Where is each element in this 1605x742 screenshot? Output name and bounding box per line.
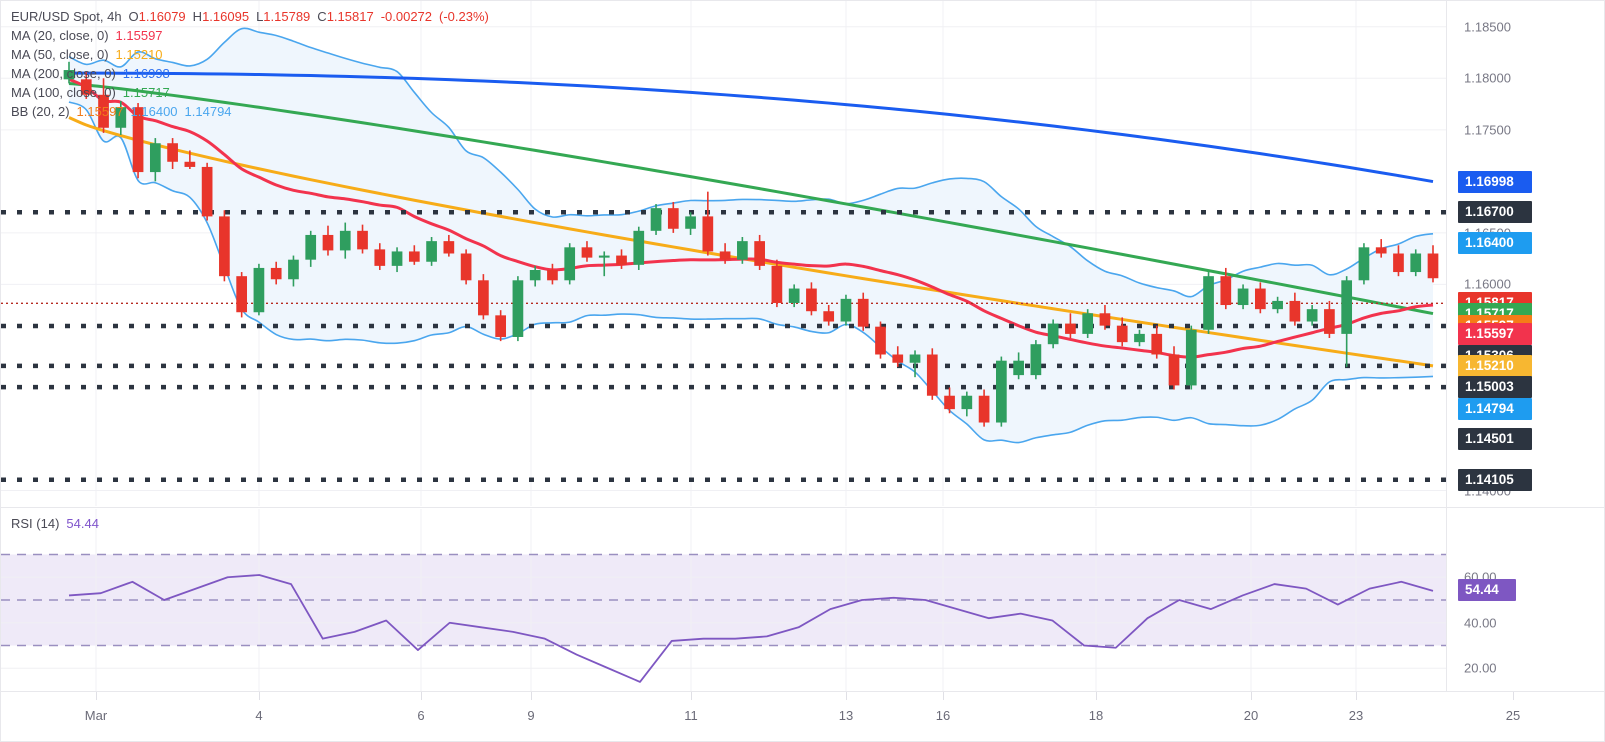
time-tick-label: 13 xyxy=(838,708,854,723)
time-tick-mark xyxy=(1096,692,1097,700)
rsi-axis[interactable]: 60.00 40.00 20.00 54.44 xyxy=(1446,509,1604,691)
time-tick-mark xyxy=(1251,692,1252,700)
price-chart-panel[interactable] xyxy=(1,1,1446,506)
time-tick-mark xyxy=(943,692,944,700)
axis-divider xyxy=(1446,1,1447,691)
rsi-chart-panel[interactable] xyxy=(1,509,1446,691)
time-tick-mark xyxy=(1356,692,1357,700)
time-tick-mark xyxy=(259,692,260,700)
time-tick-mark xyxy=(531,692,532,700)
price-badge-level[interactable]: 1.14105 xyxy=(1458,468,1532,491)
rsi-tick-label: 20.00 xyxy=(1464,660,1497,676)
time-tick-label: 11 xyxy=(684,708,698,723)
price-badge-ma50[interactable]: 1.15210 xyxy=(1458,354,1532,377)
price-tick-label: 1.16000 xyxy=(1464,276,1511,292)
rsi-value-badge[interactable]: 54.44 xyxy=(1458,578,1516,601)
time-tick-label: 20 xyxy=(1243,708,1259,723)
price-axis[interactable]: 1.185001.180001.175001.165001.160001.140… xyxy=(1446,1,1604,506)
time-tick-mark xyxy=(1513,692,1514,700)
price-tick-label: 1.17500 xyxy=(1464,122,1511,138)
panel-divider xyxy=(1,507,1604,508)
time-tick-label: 25 xyxy=(1505,708,1521,723)
rsi-chart-canvas xyxy=(1,509,1446,691)
time-tick-label: Mar xyxy=(84,708,108,723)
time-axis[interactable]: Mar 4 6 9 11 13 16 18 20 23 25 xyxy=(1,691,1604,741)
price-chart-canvas xyxy=(1,1,1446,506)
time-tick-label: 6 xyxy=(417,708,425,723)
price-badge-level[interactable]: 1.16700 xyxy=(1458,201,1532,224)
candlestick-series xyxy=(63,61,1439,427)
time-tick-mark xyxy=(96,692,97,700)
price-badge-bb-lower[interactable]: 1.14794 xyxy=(1458,397,1532,420)
price-badge-ma20[interactable]: 1.15597 xyxy=(1458,323,1532,346)
price-badge-ma200[interactable]: 1.16998 xyxy=(1458,170,1532,193)
time-tick-mark xyxy=(421,692,422,700)
time-tick-mark xyxy=(691,692,692,700)
time-tick-mark xyxy=(846,692,847,700)
rsi-tick-label: 40.00 xyxy=(1464,615,1497,631)
time-tick-label: 23 xyxy=(1348,708,1364,723)
time-tick-label: 9 xyxy=(527,708,535,723)
time-tick-label: 16 xyxy=(935,708,951,723)
price-badge-bb-upper[interactable]: 1.16400 xyxy=(1458,232,1532,255)
price-tick-label: 1.18500 xyxy=(1464,19,1511,35)
price-badge-level[interactable]: 1.14501 xyxy=(1458,427,1532,450)
time-tick-label: 18 xyxy=(1088,708,1104,723)
price-tick-label: 1.18000 xyxy=(1464,70,1511,86)
price-badge-level[interactable]: 1.15003 xyxy=(1458,376,1532,399)
time-tick-label: 4 xyxy=(255,708,263,723)
